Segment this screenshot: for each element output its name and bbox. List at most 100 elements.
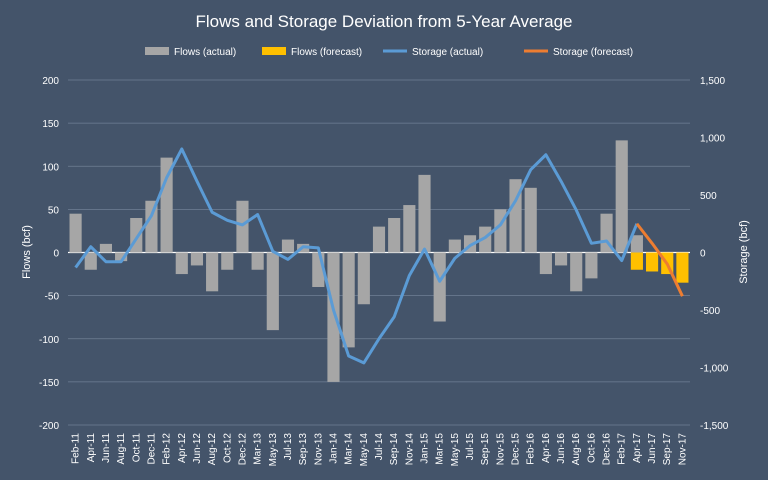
flow-actual-bar	[388, 218, 401, 253]
x-tick-label: Oct-11	[131, 433, 142, 463]
y-left-tick-label: -50	[45, 292, 60, 303]
x-tick-label: Sep-15	[480, 433, 491, 466]
x-tick-label: Dec-12	[237, 433, 248, 466]
y-left-tick-label: 150	[42, 119, 59, 130]
x-tick-label: Jun-11	[101, 433, 112, 463]
legend-swatch	[262, 47, 286, 55]
legend-label: Flows (forecast)	[291, 47, 362, 58]
y-right-tick-label: -1,000	[700, 364, 729, 375]
storage-forecast-line	[635, 222, 684, 297]
flow-actual-bar	[570, 252, 583, 292]
flow-actual-bar	[99, 243, 112, 253]
x-tick-label: Sep-13	[298, 433, 309, 466]
x-tick-label: Nov-14	[404, 433, 415, 466]
x-tick-label: Apr-16	[541, 433, 552, 463]
y-left-axis-title: Flows (bcf)	[21, 225, 33, 279]
flow-actual-bar	[206, 252, 219, 292]
x-tick-label: Aug-11	[116, 433, 127, 465]
flow-actual-bar	[281, 239, 295, 253]
flow-actual-bar	[175, 252, 188, 275]
flow-actual-bar	[69, 213, 82, 253]
x-tick-label: Mar-15	[435, 433, 446, 465]
legend-label: Flows (actual)	[174, 47, 236, 58]
flow-actual-bar	[630, 235, 643, 253]
x-tick-labels: Feb-11 Apr-11 Jun-11 Aug-11 Oct-11 Dec-11 Feb-…	[71, 433, 689, 467]
y-left-tick-labels: 200 150 100 50 0 -50 -100 -150 -200	[39, 76, 59, 432]
x-tick-label: Jul-14	[374, 433, 385, 461]
x-tick-label: Jan-15	[420, 433, 431, 464]
y-right-tick-label: -1,500	[700, 421, 729, 432]
y-right-tick-label: 0	[700, 249, 706, 260]
x-tick-label: Apr-12	[177, 433, 188, 463]
x-tick-label: Sep-14	[389, 433, 400, 466]
y-left-tick-label: 200	[42, 76, 59, 87]
y-right-tick-label: 1,500	[700, 76, 725, 87]
x-tick-label: Jun-17	[647, 433, 658, 464]
y-right-axis-title: Storage (bcf)	[738, 220, 750, 284]
y-left-tick-label: 0	[53, 249, 59, 260]
x-tick-label: Dec-11	[146, 433, 157, 465]
flow-actual-bar	[251, 252, 264, 270]
y-left-tick-label: 50	[48, 205, 60, 216]
x-tick-label: Nov-15	[495, 433, 506, 466]
line-series	[74, 147, 684, 365]
x-tick-label: Aug-16	[571, 433, 582, 466]
x-tick-label: Feb-16	[526, 433, 537, 465]
x-tick-label: Aug-12	[207, 433, 218, 466]
legend-swatch	[145, 47, 169, 55]
flow-actual-bar	[403, 205, 416, 253]
x-tick-label: Feb-12	[162, 433, 173, 465]
flow-actual-bar	[115, 252, 128, 262]
x-tick-label: Mar-13	[253, 433, 264, 465]
legend-label: Storage (forecast)	[553, 47, 633, 58]
flow-actual-bar	[524, 187, 537, 253]
x-tick-label: Sep-17	[662, 433, 673, 466]
x-tick-label: Jul-15	[465, 433, 476, 461]
y-right-tick-label: -500	[700, 306, 720, 317]
x-tick-label: Mar-14	[344, 433, 355, 465]
x-tick-label: Dec-16	[602, 433, 613, 466]
flow-actual-bar	[539, 252, 552, 275]
storage-actual-line	[74, 147, 639, 365]
flow-actual-bar	[145, 200, 158, 253]
x-tick-label: Jun-12	[192, 433, 203, 464]
y-left-tick-label: 100	[42, 162, 59, 173]
flow-actual-bar	[342, 252, 355, 348]
flow-forecast-bar	[676, 252, 689, 283]
x-tick-label: Jul-13	[283, 433, 294, 461]
x-tick-label: May-13	[268, 433, 279, 467]
y-right-tick-label: 500	[700, 191, 717, 202]
x-tick-label: Jan-14	[328, 433, 339, 464]
y-right-tick-labels: 1,500 1,000 500 0 -500 -1,000 -1,500	[700, 76, 729, 432]
flow-actual-bar	[236, 200, 249, 253]
x-tick-label: Apr-11	[86, 433, 97, 463]
x-tick-label: Feb-11	[71, 433, 82, 464]
flow-actual-bar	[418, 174, 431, 253]
x-tick-label: Feb-17	[617, 433, 628, 465]
flow-actual-bar	[327, 252, 340, 382]
x-tick-label: May-15	[450, 433, 461, 467]
flow-actual-bar	[554, 252, 568, 266]
flow-actual-bar	[221, 252, 234, 270]
flow-actual-bar	[433, 252, 446, 322]
flow-actual-bar	[266, 252, 279, 331]
flow-actual-bar	[190, 252, 204, 266]
x-tick-label: Nov-17	[677, 433, 688, 466]
legend: Flows (actual) Flows (forecast) Storage (a…	[145, 47, 633, 58]
x-tick-label: Oct-16	[586, 433, 597, 463]
bar-series	[69, 140, 689, 382]
y-left-tick-label: -100	[39, 335, 59, 346]
x-tick-label: Dec-15	[511, 433, 522, 466]
x-tick-label: Nov-13	[313, 433, 324, 466]
y-left-tick-label: -200	[39, 421, 59, 432]
flow-actual-bar	[585, 252, 598, 279]
flow-actual-bar	[84, 252, 97, 270]
flow-actual-bar	[615, 140, 628, 253]
x-tick-label: Jun-16	[556, 433, 567, 464]
x-tick-label: May-14	[359, 433, 370, 467]
x-tick-label: Oct-12	[222, 433, 233, 463]
flow-actual-bar	[448, 239, 461, 253]
flow-actual-bar	[357, 252, 370, 305]
flow-forecast-bar	[646, 252, 659, 272]
x-tick-label: Apr-17	[632, 433, 643, 463]
